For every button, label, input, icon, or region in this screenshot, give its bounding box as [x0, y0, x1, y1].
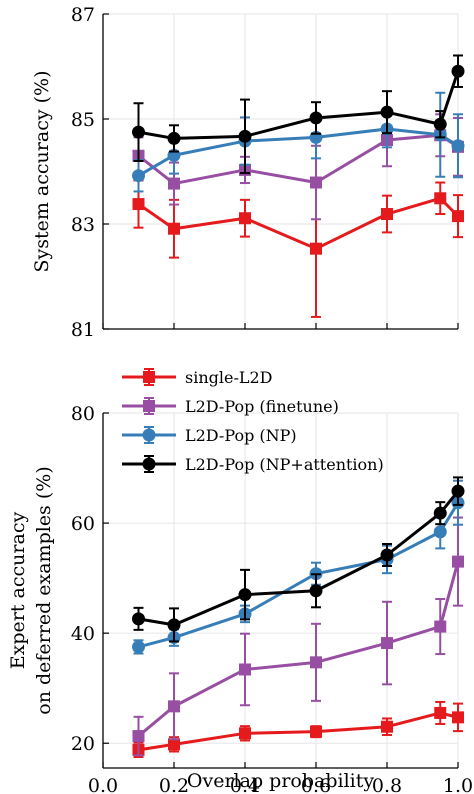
- data-point: [381, 637, 393, 650]
- data-point: [168, 177, 180, 190]
- series-line: [138, 490, 460, 627]
- data-point: [132, 198, 145, 211]
- series-single-l2d: [132, 179, 464, 318]
- data-point: [433, 525, 447, 539]
- series-line: [137, 133, 459, 186]
- data-point: [434, 192, 447, 205]
- data-point: [239, 212, 251, 225]
- legend-marker: [143, 371, 155, 383]
- data-point: [452, 711, 464, 724]
- data-point: [310, 656, 322, 669]
- legend-entry: L2D-Pop (NP): [122, 426, 297, 445]
- data-point: [239, 727, 251, 740]
- data-point: [132, 640, 145, 654]
- data-point: [380, 548, 394, 562]
- y-tick-label: 20: [71, 733, 95, 755]
- x-tick-label: 0.6: [301, 775, 331, 794]
- x-tick-label: 1.0: [443, 775, 473, 794]
- data-point: [132, 730, 145, 743]
- legend-marker: [142, 428, 156, 442]
- x-tick-label: 0.8: [372, 775, 402, 794]
- y-axis-label: System accuracy (%): [31, 71, 53, 273]
- y-tick-label: 81: [71, 319, 95, 341]
- series-line: [137, 127, 459, 177]
- data-point: [434, 620, 447, 633]
- legend: single-L2D L2D-Pop (finetune) L2D-Pop (NP)…: [122, 368, 384, 474]
- legend-marker: [143, 400, 155, 412]
- data-point: [238, 588, 252, 602]
- legend-entry: L2D-Pop (finetune): [122, 397, 339, 416]
- data-point: [309, 111, 323, 125]
- expert-accuracy-panel: 20 40 60 80 0.0 0.2 0.4 0.6 0.8 1.0 Expert accurac…: [7, 403, 473, 794]
- series-line: [138, 711, 459, 752]
- x-axis-label: Overlap probability: [187, 770, 374, 792]
- data-point: [167, 618, 181, 632]
- y-tick-label: 85: [71, 109, 95, 131]
- data-point: [310, 176, 322, 189]
- data-point: [238, 129, 252, 143]
- y-axis-label-line: Expert accuracy: [7, 512, 29, 670]
- data-point: [451, 64, 465, 78]
- data-point: [451, 484, 465, 498]
- series-line: [137, 561, 460, 738]
- series-line: [138, 501, 460, 649]
- data-point: [167, 131, 181, 145]
- series-line: [137, 196, 460, 251]
- y-tick-label: 83: [71, 214, 95, 236]
- y-tick-label: 60: [71, 513, 95, 535]
- data-point: [433, 117, 447, 131]
- data-point: [433, 506, 447, 520]
- data-point: [451, 139, 465, 153]
- legend-marker: [142, 457, 156, 471]
- data-point: [168, 222, 180, 235]
- series-l2d-pop-finetune: [132, 112, 464, 221]
- data-point: [239, 663, 251, 676]
- system-accuracy-panel: 81 83 85 87 System accuracy (%): [31, 4, 465, 341]
- data-point: [434, 706, 447, 719]
- data-point: [381, 208, 393, 221]
- data-point: [380, 105, 394, 119]
- x-tick-label: 0.0: [88, 775, 118, 794]
- series-l2d-pop-np-attention: [132, 476, 465, 643]
- series-l2d-pop-np: [132, 479, 465, 655]
- data-point: [132, 125, 145, 139]
- series-l2d-pop-np-attention: [132, 54, 465, 175]
- data-point: [132, 169, 145, 183]
- data-point: [452, 210, 464, 223]
- series-l2d-pop-np: [132, 91, 465, 193]
- y-tick-label: 80: [71, 403, 95, 425]
- data-point: [132, 612, 145, 626]
- legend-label: L2D-Pop (NP+attention): [185, 455, 384, 474]
- legend-label: L2D-Pop (finetune): [185, 397, 339, 416]
- y-tick-label: 40: [71, 623, 95, 645]
- legend-entry: single-L2D: [122, 368, 273, 387]
- data-point: [452, 555, 464, 568]
- data-point: [310, 242, 322, 255]
- x-tick-label: 0.4: [230, 775, 260, 794]
- legend-label: L2D-Pop (NP): [185, 426, 297, 445]
- legend-label: single-L2D: [185, 368, 273, 387]
- x-tick-label: 0.2: [159, 775, 189, 794]
- legend-entry: L2D-Pop (NP+attention): [122, 455, 384, 474]
- data-point: [310, 725, 322, 738]
- y-axis-label-line: on deferred examples (%): [33, 466, 55, 714]
- series-single-l2d: [132, 700, 464, 758]
- series-line: [138, 70, 460, 140]
- data-point: [168, 700, 180, 713]
- data-point: [168, 738, 180, 751]
- y-tick-label: 87: [71, 4, 95, 26]
- data-point: [381, 720, 393, 733]
- data-point: [309, 584, 323, 598]
